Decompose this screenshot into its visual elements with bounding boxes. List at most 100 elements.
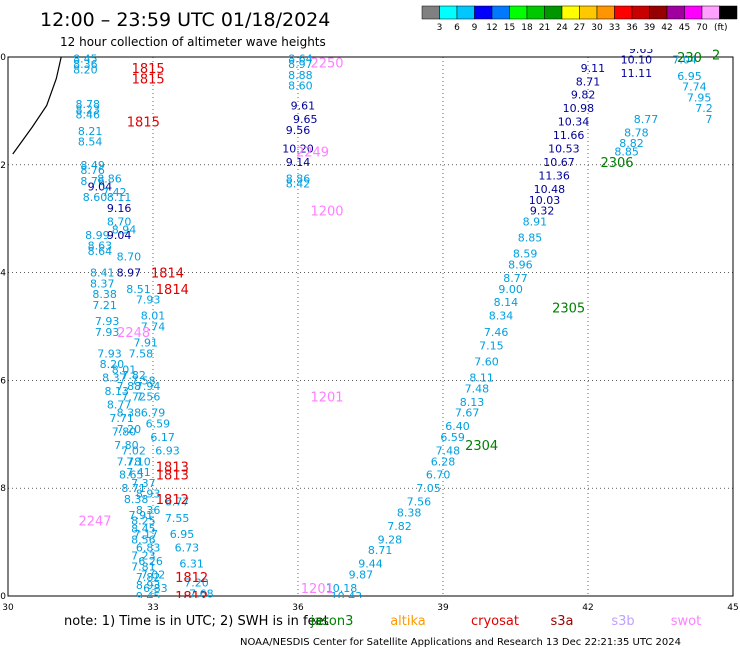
- wave-height-value: 8.01: [141, 310, 166, 323]
- wave-height-value: 8.20: [100, 358, 125, 371]
- longitude-tick-label: 42: [582, 603, 593, 613]
- wave-height-value: 7.68: [189, 587, 214, 600]
- wave-height-value: 8.77: [634, 113, 659, 126]
- color-scale-swatch: [649, 5, 668, 20]
- wave-height-value: 6.70: [426, 469, 451, 482]
- wave-height-value: 6.79: [141, 407, 166, 420]
- wave-height-value: 9.28: [378, 533, 403, 546]
- latitude-tick-label: -30: [0, 53, 6, 63]
- wave-height-value: 7.72: [121, 391, 146, 404]
- wave-height-value: 8.70: [117, 250, 142, 263]
- pass-time-label: 1813: [156, 461, 189, 476]
- color-scale-swatch: [439, 5, 458, 20]
- wave-height-value: 7.46: [484, 326, 509, 339]
- wave-height-value: 8.01: [112, 364, 137, 377]
- pass-time-label: 2248: [117, 326, 150, 341]
- wave-height-value: 8.64: [288, 53, 313, 66]
- color-scale-swatch: [701, 5, 720, 20]
- pass-time-label: 1200: [310, 205, 343, 220]
- wave-height-value: 8.86: [286, 172, 311, 185]
- wave-height-value: 10.10: [621, 54, 653, 67]
- wave-height-value: 7.93: [95, 315, 120, 328]
- pass-time-label: 2305: [552, 302, 585, 317]
- color-scale-swatch: [544, 5, 563, 20]
- wave-height-value: 8.85: [518, 232, 543, 245]
- wave-height-value: 7.74: [682, 81, 707, 94]
- color-scale-label: 70: [696, 23, 708, 33]
- pass-time-label: 1815: [127, 116, 160, 131]
- wave-height-value: 8.56: [131, 533, 156, 546]
- wave-height-value: 9.11: [581, 62, 606, 75]
- satellite-legend-entry: s3b: [611, 614, 634, 629]
- wave-height-value: 8.85: [614, 145, 639, 158]
- wave-height-value: 9.63: [629, 43, 654, 56]
- wave-height-value: 8.70: [107, 215, 132, 228]
- wave-height-value: 8.46: [76, 109, 101, 122]
- wave-height-value: 7.15: [479, 339, 504, 352]
- wave-height-value: 9.44: [358, 558, 383, 571]
- wave-height-value: 10.53: [548, 143, 580, 156]
- wave-height-value: 8.77: [503, 272, 528, 285]
- longitude-tick-label: 39: [437, 603, 449, 613]
- wave-height-value: 7.56: [407, 496, 432, 509]
- color-scale-swatch: [631, 5, 650, 20]
- wave-height-value: 7.80: [112, 426, 137, 439]
- graticule: [8, 57, 733, 596]
- wave-height-value: 8.93: [136, 488, 161, 501]
- wave-height-value: 8.82: [619, 137, 644, 150]
- wave-height-value: 7.56: [136, 391, 161, 404]
- wave-height-value: 7: [705, 113, 712, 126]
- satellite-legend: jason3 altika cryosat s3a s3b swot: [310, 614, 702, 629]
- color-scale-label: 30: [591, 23, 603, 33]
- pass-time-label: 230: [677, 51, 702, 66]
- wave-height-value: 7.82: [121, 369, 146, 382]
- latitude-tick-label: -32: [0, 161, 6, 171]
- wave-height-value: 7.93: [97, 347, 122, 360]
- wave-height-value: 7.91: [129, 509, 154, 522]
- satellite-legend-entry: cryosat: [471, 614, 519, 629]
- wave-height-value: 8.71: [368, 544, 393, 557]
- wave-height-value: 7.82: [136, 571, 161, 584]
- wave-height-value: 8.51: [126, 283, 151, 296]
- color-scale-swatch: [526, 5, 545, 20]
- color-scale-label: 24: [556, 23, 568, 33]
- wave-height-value: 6.17: [150, 431, 175, 444]
- wave-height-value: 8.38: [397, 506, 422, 519]
- wave-height-value: 7.37: [131, 477, 156, 490]
- color-scale-label: 6: [454, 23, 460, 33]
- longitude-tick-label: 45: [727, 603, 738, 613]
- latitude-tick-label: -38: [0, 484, 6, 494]
- wave-height-value: 8.37: [102, 372, 127, 385]
- wave-height-value: 9.00: [498, 283, 523, 296]
- wave-height-value: 8.25: [131, 515, 156, 528]
- pass-time-label: 2249: [296, 145, 329, 160]
- color-scale-label: 9: [472, 23, 478, 33]
- wave-height-value: 8.99: [85, 229, 110, 242]
- pass-time-label: 1814: [151, 267, 184, 282]
- wave-height-value: 8.45: [131, 523, 156, 536]
- wave-height-value: 6.31: [179, 558, 204, 571]
- wave-height-value: 8.36: [136, 504, 161, 517]
- wave-height-value: 7.10: [126, 455, 151, 468]
- wave-height-value: 10.98: [563, 102, 595, 115]
- wave-height-value: 9.65: [293, 113, 318, 126]
- pass-time-label: 1812: [175, 571, 208, 586]
- wave-height-value: 7.74: [141, 321, 166, 334]
- wave-height-value: 7.48: [465, 382, 490, 395]
- pass-time-label: 1815: [132, 73, 165, 88]
- wave-height-value: 10.03: [529, 194, 561, 207]
- wave-height-value: 7.04: [672, 54, 697, 67]
- wave-height-value: 8.38: [117, 407, 142, 420]
- satellite-legend-entry: altika: [390, 614, 426, 629]
- color-scale-swatch: [561, 5, 580, 20]
- color-scale-label: 36: [626, 23, 638, 33]
- wave-height-value: 9.82: [571, 89, 596, 102]
- wave-height-value: 6.95: [170, 528, 195, 541]
- wave-height-value: 9.14: [286, 156, 311, 169]
- wave-height-value: 7.81: [131, 560, 156, 573]
- wave-height-value: 6.77: [165, 496, 190, 509]
- wave-height-value: 9.16: [107, 202, 132, 215]
- wave-height-value: 8.41: [90, 267, 115, 280]
- color-scale-legend: 3 6 9 12 15 18 21 24 27 30 33 36 39 42 45 70: [421, 5, 738, 33]
- wave-height-value: 6.83: [143, 582, 168, 595]
